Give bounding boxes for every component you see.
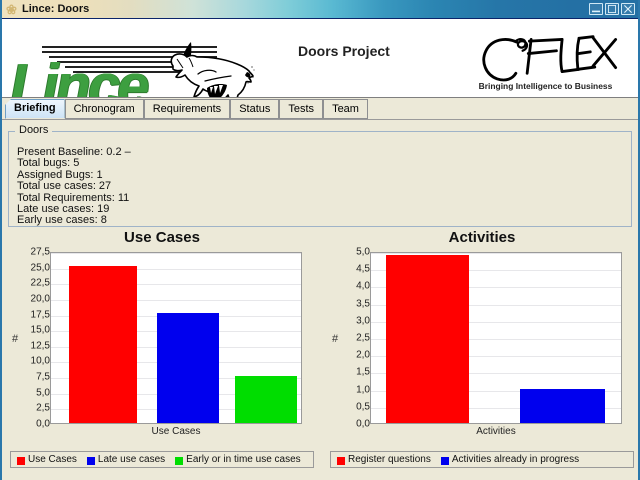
svg-text:Bringing Intelligence to Busin: Bringing Intelligence to Business bbox=[479, 81, 613, 91]
